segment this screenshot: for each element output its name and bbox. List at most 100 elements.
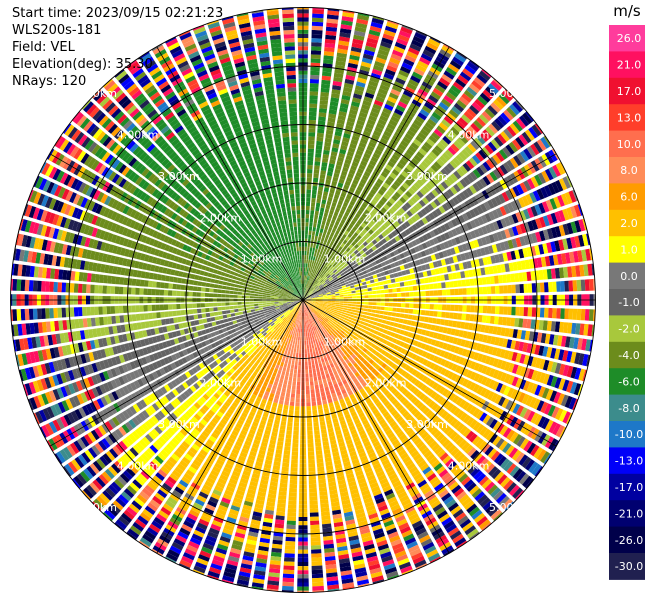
velocity-gate [315, 280, 319, 285]
velocity-gate [433, 364, 440, 372]
velocity-gate [325, 30, 337, 36]
velocity-gate [466, 503, 478, 514]
velocity-gate [505, 400, 514, 411]
velocity-gate [425, 409, 434, 418]
velocity-gate [382, 315, 388, 320]
velocity-gate [339, 196, 345, 202]
velocity-gate [318, 408, 324, 414]
velocity-gate [297, 377, 301, 382]
velocity-gate [423, 157, 432, 166]
velocity-gate [322, 242, 327, 247]
velocity-gate [340, 242, 345, 248]
velocity-gate [408, 513, 419, 522]
velocity-gate [421, 144, 430, 153]
velocity-gate [477, 227, 484, 236]
velocity-gate [347, 319, 353, 323]
velocity-gate [371, 333, 377, 339]
velocity-gate [305, 303, 309, 307]
velocity-gate [425, 194, 433, 202]
velocity-gate [311, 277, 315, 282]
velocity-gate [401, 498, 412, 507]
velocity-gate [359, 231, 365, 238]
velocity-gate [541, 387, 550, 399]
velocity-gate [400, 565, 413, 574]
velocity-gate [364, 92, 375, 99]
velocity-gate [400, 348, 407, 355]
velocity-gate [330, 334, 335, 339]
velocity-gate [383, 167, 391, 175]
velocity-gate [407, 314, 413, 320]
velocity-gate [401, 62, 413, 71]
velocity-gate [400, 377, 407, 385]
velocity-gate [415, 202, 423, 210]
velocity-gate [307, 430, 313, 436]
velocity-gate [309, 500, 318, 505]
velocity-gate [477, 374, 485, 384]
velocity-gate [450, 328, 456, 336]
velocity-gate [327, 117, 336, 123]
velocity-gate [306, 340, 309, 345]
velocity-gate [320, 279, 324, 283]
velocity-gate [413, 453, 422, 462]
velocity-gate [566, 365, 574, 378]
velocity-gate [440, 259, 447, 266]
velocity-gate [313, 321, 317, 326]
velocity-gate [428, 151, 438, 160]
velocity-gate [348, 332, 354, 338]
velocity-gate [308, 310, 311, 315]
velocity-gate [393, 390, 401, 398]
velocity-gate [316, 140, 323, 146]
velocity-gate [447, 527, 460, 537]
velocity-gate [383, 72, 395, 80]
velocity-gate [405, 256, 411, 263]
velocity-gate [375, 259, 381, 265]
velocity-gate [278, 356, 283, 362]
velocity-gate [338, 306, 344, 310]
velocity-gate [306, 296, 311, 299]
velocity-gate [500, 131, 510, 142]
velocity-gate [328, 113, 337, 119]
velocity-gate [361, 342, 367, 347]
velocity-gate [385, 492, 396, 500]
velocity-gate [532, 190, 541, 202]
velocity-gate [326, 239, 331, 245]
velocity-gate [382, 485, 392, 493]
velocity-gate [460, 321, 466, 329]
velocity-gate [284, 375, 289, 381]
velocity-gate [311, 21, 324, 27]
velocity-gate [353, 232, 359, 238]
velocity-gate [309, 496, 318, 501]
velocity-gate [317, 313, 322, 317]
velocity-gate [311, 301, 316, 303]
velocity-gate [319, 273, 323, 278]
velocity-gate [550, 241, 557, 253]
velocity-gate [382, 329, 388, 334]
velocity-gate [342, 339, 348, 345]
velocity-gate [342, 276, 348, 281]
velocity-gate [315, 300, 320, 302]
velocity-gate [515, 470, 527, 483]
velocity-gate [311, 401, 317, 407]
velocity-gate [310, 239, 314, 244]
velocity-gate [328, 359, 333, 365]
velocity-gate [310, 70, 320, 76]
velocity-gate [368, 263, 373, 268]
velocity-gate [307, 160, 314, 166]
velocity-gate [425, 182, 434, 191]
velocity-gate [430, 339, 437, 346]
velocity-gate [495, 306, 500, 315]
velocity-gate [448, 256, 455, 264]
velocity-gate [324, 310, 329, 314]
velocity-gate [370, 437, 379, 444]
velocity-gate [312, 313, 316, 317]
velocity-gate [318, 486, 327, 492]
velocity-gate [538, 345, 545, 356]
velocity-gate [312, 368, 316, 373]
velocity-gate [481, 522, 492, 531]
velocity-gate [499, 425, 509, 436]
velocity-gate [326, 355, 331, 361]
velocity-gate [561, 335, 567, 347]
velocity-gate [319, 332, 323, 337]
velocity-gate [387, 367, 394, 374]
velocity-gate [426, 453, 435, 462]
